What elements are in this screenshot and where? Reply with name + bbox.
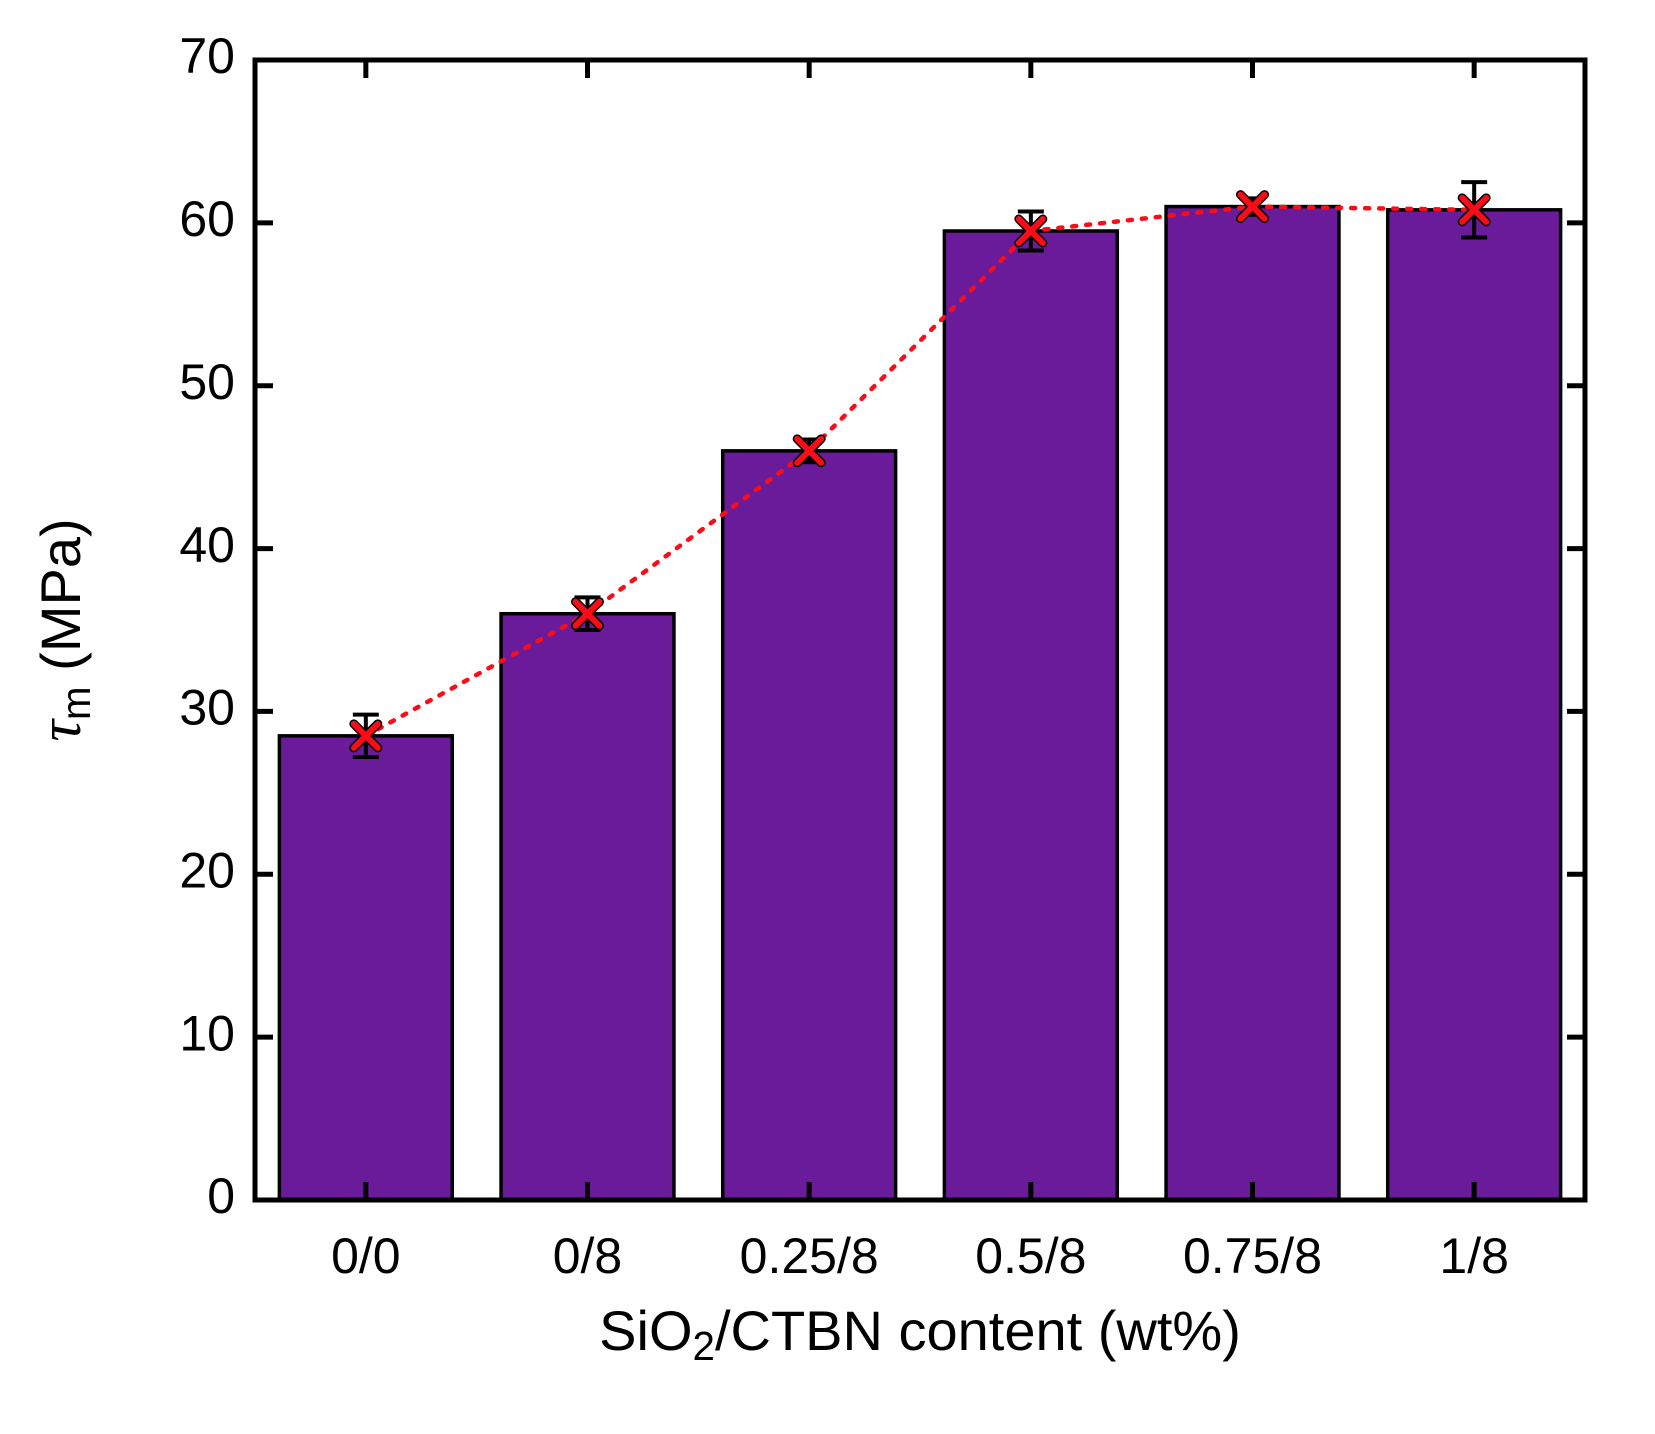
y-tick-label: 20 bbox=[179, 842, 235, 898]
x-tick-label: 1/8 bbox=[1439, 1228, 1509, 1284]
bar bbox=[501, 614, 674, 1200]
y-tick-label: 0 bbox=[207, 1168, 235, 1224]
x-tick-label: 0/0 bbox=[331, 1228, 401, 1284]
x-tick-label: 0.5/8 bbox=[975, 1228, 1086, 1284]
y-tick-label: 70 bbox=[179, 28, 235, 84]
bar bbox=[1166, 207, 1339, 1200]
bar bbox=[1388, 210, 1561, 1200]
x-tick-label: 0.75/8 bbox=[1183, 1228, 1322, 1284]
y-tick-label: 30 bbox=[179, 680, 235, 736]
x-tick-label: 0/8 bbox=[553, 1228, 623, 1284]
chart-svg: 0 10 20 30 40 50 60 70 0/0 0/8 0.25/8 0.5/8 0.75/8 1/… bbox=[0, 0, 1655, 1429]
y-tick-label: 40 bbox=[179, 517, 235, 573]
x-tick-label: 0.25/8 bbox=[740, 1228, 879, 1284]
bar-chart: 0 10 20 30 40 50 60 70 0/0 0/8 0.25/8 0.5/8 0.75/8 1/… bbox=[0, 0, 1655, 1434]
bar bbox=[944, 231, 1117, 1200]
y-tick-label: 50 bbox=[179, 354, 235, 410]
y-tick-label: 10 bbox=[179, 1005, 235, 1061]
bar bbox=[723, 451, 896, 1200]
y-tick-label: 60 bbox=[179, 191, 235, 247]
bar bbox=[279, 736, 452, 1200]
